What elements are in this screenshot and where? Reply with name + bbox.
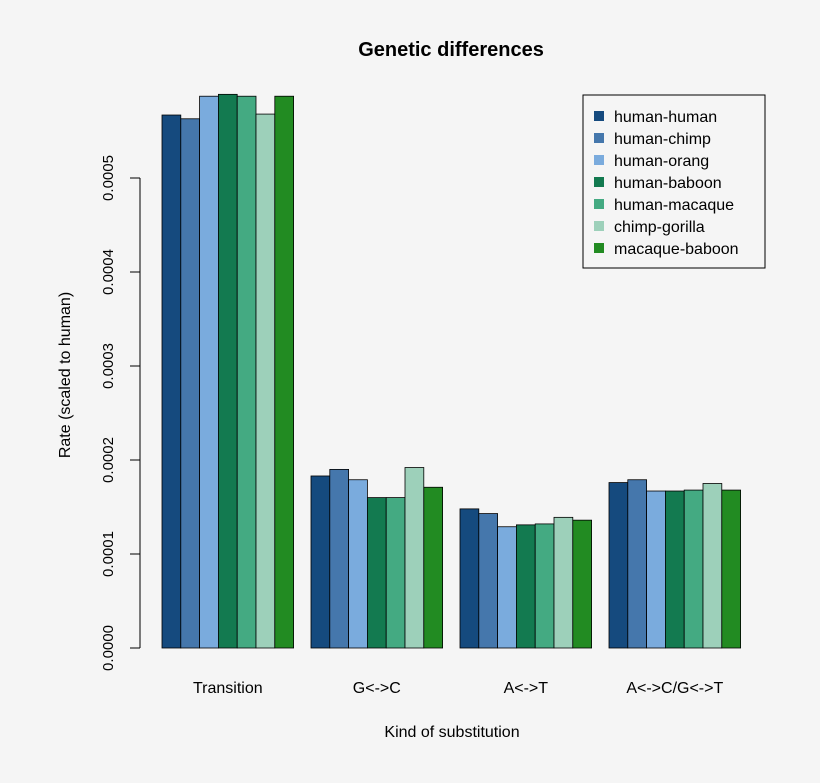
bar [236, 95, 257, 649]
y-tick-label: 0.0005 [100, 155, 117, 201]
y-axis-label: Rate (scaled to human) [57, 292, 74, 458]
bar [348, 479, 368, 649]
legend-swatch [594, 243, 604, 253]
category-label: G<->C [353, 680, 401, 697]
legend-swatch [594, 155, 604, 165]
legend-swatch [594, 177, 604, 187]
bar [497, 526, 517, 649]
y-tick-label: 0.0001 [100, 531, 117, 577]
bar [665, 490, 685, 649]
bar [627, 479, 647, 649]
bars-group [161, 93, 741, 649]
legend-swatch [594, 221, 604, 231]
category-label: A<->T [504, 680, 549, 697]
y-tick-label: 0.0004 [100, 249, 117, 295]
bar [608, 482, 629, 649]
legend-label: chimp-gorilla [614, 219, 705, 236]
bar [702, 483, 723, 649]
y-tick-label: 0.0002 [100, 437, 117, 483]
legend-label: human-baboon [614, 175, 722, 192]
bar [180, 118, 201, 649]
bar [423, 486, 443, 649]
legend-swatch [594, 199, 604, 209]
bar [255, 113, 276, 649]
bar [646, 490, 666, 649]
legend-label: human-human [614, 109, 717, 126]
legend: human-human human-chimp human-orang human-b… [582, 94, 766, 269]
legend-label: human-orang [614, 153, 709, 170]
x-axis-label: Kind of substitution [384, 724, 519, 741]
legend-label: macaque-baboon [614, 241, 739, 258]
legend-swatch [594, 133, 604, 143]
y-axis: 0.0000 0.0001 0.0002 0.0003 0.0004 0.0005 [100, 155, 141, 671]
bar [404, 467, 425, 649]
legend-swatch [594, 111, 604, 121]
bar [366, 497, 387, 649]
y-tick-label: 0.0000 [100, 625, 117, 671]
bar [516, 524, 536, 649]
bar [721, 489, 741, 649]
bar [459, 508, 480, 649]
bar [329, 468, 349, 649]
bar [553, 516, 574, 649]
bar [478, 513, 498, 649]
bar [385, 497, 406, 649]
bar [274, 95, 294, 649]
category-label: A<->C/G<->T [626, 680, 723, 697]
legend-box [582, 94, 766, 269]
bar [199, 95, 219, 649]
bar [572, 519, 592, 649]
bar [534, 523, 555, 649]
category-labels: Transition G<->C A<->T A<->C/G<->T [193, 680, 724, 697]
bar [683, 489, 704, 649]
category-label: Transition [193, 680, 263, 697]
legend-label: human-macaque [614, 197, 734, 214]
chart-title: Genetic differences [358, 39, 544, 61]
bar [161, 114, 182, 649]
bar [310, 475, 331, 649]
y-tick-label: 0.0003 [100, 343, 117, 389]
legend-label: human-chimp [614, 131, 711, 148]
bar [217, 93, 238, 649]
